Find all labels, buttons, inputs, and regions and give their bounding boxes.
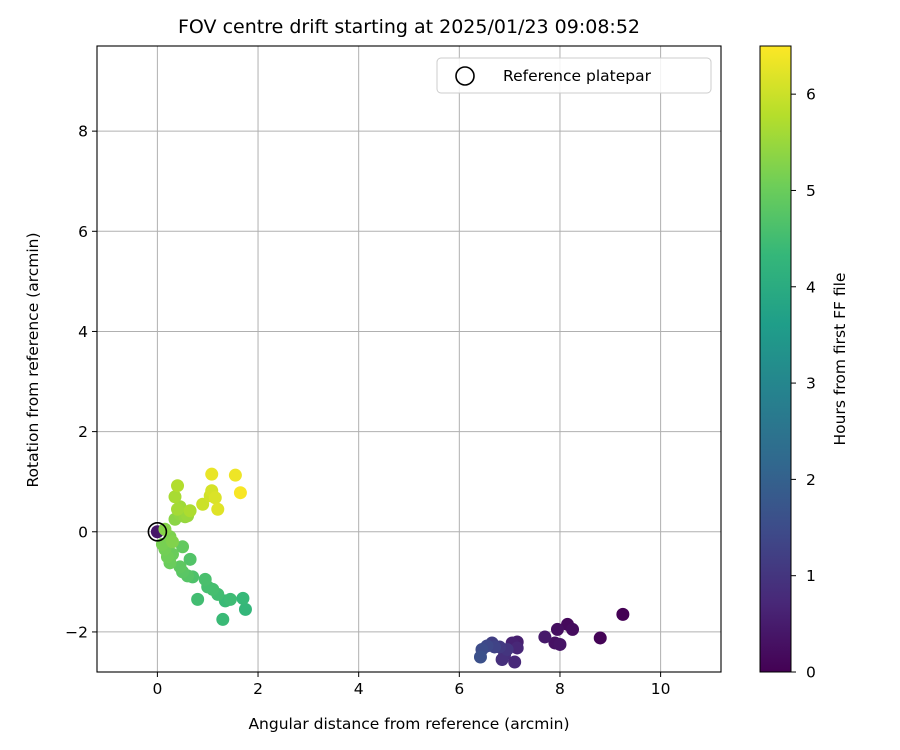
data-point <box>216 612 230 626</box>
data-point <box>223 592 237 606</box>
y-tick-label: −2 <box>65 623 88 641</box>
data-point <box>508 655 522 669</box>
legend-reference-marker <box>455 66 475 86</box>
y-tick-label: 4 <box>78 323 88 341</box>
data-point <box>183 552 197 566</box>
data-point <box>553 637 567 651</box>
data-point <box>473 650 487 664</box>
y-axis-label: Rotation from reference (arcmin) <box>24 232 42 487</box>
data-point <box>236 591 250 605</box>
data-point <box>538 630 552 644</box>
x-axis-label: Angular distance from reference (arcmin) <box>248 715 569 733</box>
colorbar-tick-label: 3 <box>806 375 816 393</box>
colorbar-tick-label: 1 <box>806 567 816 585</box>
y-tick-label: 6 <box>78 223 88 241</box>
data-point <box>183 504 197 518</box>
colorbar-ticks: 0 1 2 3 4 5 6 <box>791 86 816 682</box>
data-point <box>616 607 630 621</box>
legend-label: Reference platepar <box>503 67 652 85</box>
data-point <box>593 631 607 645</box>
data-point <box>191 592 205 606</box>
x-tick-label: 2 <box>253 680 263 698</box>
data-point <box>510 641 524 655</box>
chart-title: FOV centre drift starting at 2025/01/23 … <box>178 16 640 38</box>
data-point <box>550 622 564 636</box>
data-point <box>158 522 172 536</box>
y-tick-label: 8 <box>78 123 88 141</box>
x-tick-label: 10 <box>651 680 671 698</box>
x-axis-ticks: 0 2 4 6 8 10 <box>152 672 670 698</box>
data-point <box>171 502 185 516</box>
data-point <box>238 602 252 616</box>
y-axis-ticks: −2 0 2 4 6 8 <box>65 123 97 641</box>
data-point <box>495 652 509 666</box>
x-tick-label: 0 <box>152 680 162 698</box>
y-tick-label: 2 <box>78 423 88 441</box>
plot-frame <box>96 45 722 673</box>
colorbar-tick-label: 6 <box>806 86 816 104</box>
data-point <box>168 490 182 504</box>
data-point <box>228 468 242 482</box>
data-point <box>198 572 212 586</box>
data-point <box>233 486 247 500</box>
data-point <box>211 502 225 516</box>
scatter-points <box>147 467 630 669</box>
colorbar-tick-label: 4 <box>806 278 816 296</box>
x-tick-label: 4 <box>354 680 364 698</box>
colorbar-tick-label: 5 <box>806 182 816 200</box>
x-tick-label: 6 <box>454 680 464 698</box>
data-point <box>566 622 580 636</box>
colorbar <box>759 45 792 673</box>
colorbar-label: Hours from first FF file <box>831 273 849 446</box>
legend: Reference platepar <box>436 57 712 94</box>
data-point <box>208 491 222 505</box>
grid-lines <box>97 46 721 672</box>
data-point <box>176 540 190 554</box>
data-point <box>196 497 210 511</box>
x-tick-label: 8 <box>555 680 565 698</box>
colorbar-tick-label: 0 <box>806 664 816 682</box>
colorbar-tick-label: 2 <box>806 471 816 489</box>
y-tick-label: 0 <box>78 523 88 541</box>
data-point <box>173 560 187 574</box>
data-point <box>205 467 219 481</box>
data-point <box>171 479 185 493</box>
data-point <box>165 535 179 549</box>
reference-platepar-marker <box>147 521 168 542</box>
legend-box <box>436 57 712 94</box>
